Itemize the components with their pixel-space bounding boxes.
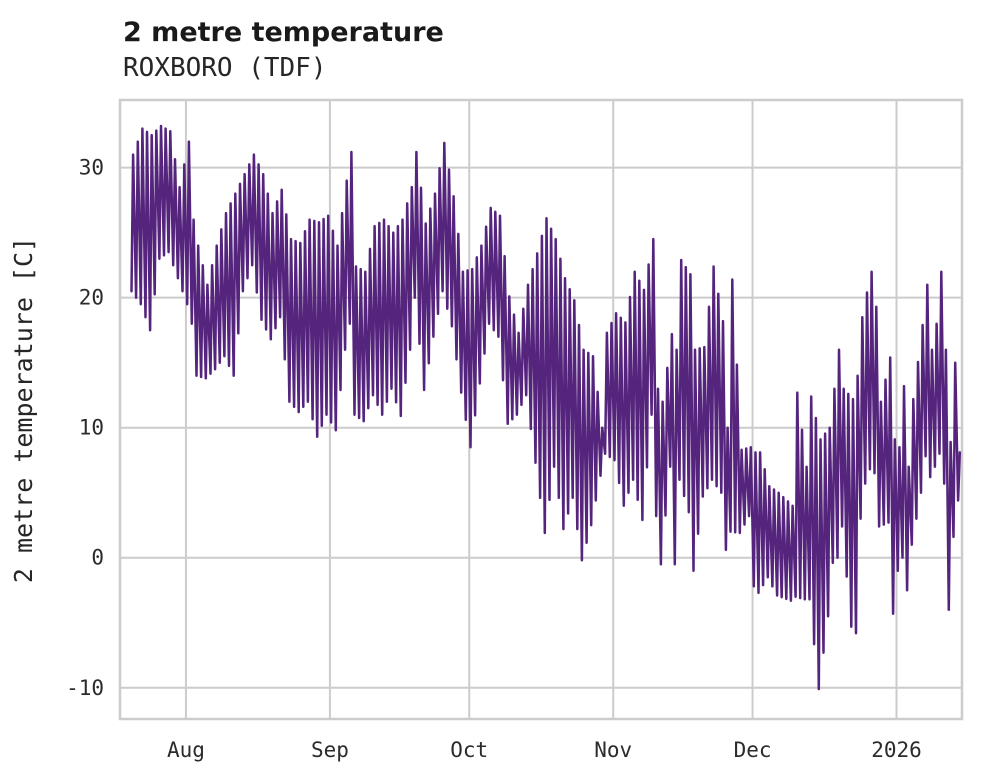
y-tick-label: 0: [91, 546, 104, 570]
x-tick-label: 2026: [871, 738, 922, 762]
y-tick-label: -10: [66, 676, 104, 700]
x-tick-label: Nov: [594, 738, 632, 762]
y-tick-labels: 30 20 10 0 -10: [66, 156, 104, 700]
chart-subtitle: ROXBORO (TDF): [123, 53, 327, 83]
temperature-line: [130, 124, 962, 691]
x-tick-labels: Aug Sep Oct Nov Dec 2026: [167, 738, 922, 762]
y-tick-label: 30: [79, 156, 104, 180]
chart-title: 2 metre temperature: [123, 17, 444, 48]
x-tick-label: Oct: [450, 738, 488, 762]
y-tick-label: 10: [79, 416, 104, 440]
plot-border: [118, 98, 964, 721]
x-tick-label: Aug: [167, 738, 205, 762]
y-tick-label: 20: [79, 286, 104, 310]
x-tick-label: Sep: [311, 738, 349, 762]
y-axis-label: 2 metre temperature [C]: [9, 237, 38, 583]
x-tick-label: Dec: [734, 738, 772, 762]
temperature-series: [130, 124, 962, 691]
